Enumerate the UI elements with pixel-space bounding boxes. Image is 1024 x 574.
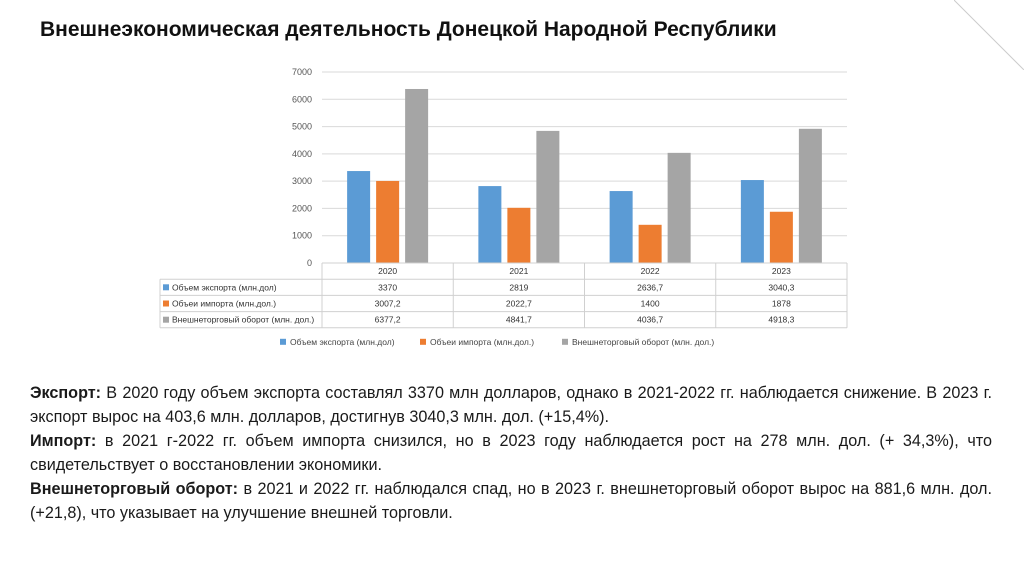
bar-2022-s1: [638, 224, 662, 263]
data-cell: 1400: [641, 299, 660, 309]
table-legend-key: [163, 300, 169, 307]
bar-2022-s2: [667, 152, 691, 263]
category-label: 2023: [772, 266, 791, 276]
series-row-label: Объеи импорта (млн.дол.): [172, 299, 276, 309]
bar-2022-s0: [609, 191, 633, 263]
category-label: 2021: [509, 266, 528, 276]
import-label: Импорт:: [30, 432, 97, 450]
import-paragraph: Импорт: в 2021 г-2022 гг. объем импорта …: [30, 429, 992, 477]
y-tick-label: 3000: [292, 176, 312, 186]
y-tick-label: 0: [307, 258, 312, 268]
data-cell: 3370: [378, 282, 397, 292]
bar-2021-s2: [536, 130, 560, 263]
import-text: в 2021 г-2022 гг. объем импорта снизился…: [30, 432, 992, 474]
data-cell: 6377,2: [375, 315, 401, 325]
data-cell: 4841,7: [506, 315, 532, 325]
y-tick-label: 5000: [292, 122, 312, 132]
legend-label: Объеи импорта (млн.дол.): [430, 337, 534, 347]
bar-2023-s1: [769, 211, 793, 263]
y-tick-label: 7000: [292, 67, 312, 77]
legend-key: [420, 338, 426, 345]
bar-2021-s1: [507, 207, 531, 263]
y-tick-label: 1000: [292, 231, 312, 241]
data-cell: 2819: [509, 282, 528, 292]
data-cell: 1878: [772, 299, 791, 309]
legend-label: Внешнеторговый оборот (млн. дол.): [572, 337, 714, 347]
chart-area: 0 1000 2000 3000 4000 5000 6000 7000 2020 2021 202…: [150, 60, 860, 360]
bar-2023-s0: [740, 180, 764, 263]
bar-2021-s0: [478, 186, 502, 263]
table-legend-key: [163, 284, 169, 291]
data-cell: 4036,7: [637, 315, 663, 325]
y-tick-label: 6000: [292, 94, 312, 104]
description-block: Экспорт: В 2020 году объем экспорта сост…: [30, 381, 992, 525]
category-label: 2022: [641, 266, 660, 276]
slide-title: Внешнеэкономическая деятельность Донецко…: [40, 18, 777, 41]
bar-2020-s1: [376, 180, 400, 263]
data-cell: 3040,3: [768, 282, 794, 292]
bar-2023-s2: [798, 128, 822, 263]
corner-decoration: [954, 0, 1024, 70]
legend-label: Объем экспорта (млн.дол): [290, 337, 395, 347]
export-text: В 2020 году объем экспорта составлял 337…: [30, 384, 992, 426]
turnover-paragraph: Внешнеторговый оборот: в 2021 и 2022 гг.…: [30, 477, 992, 525]
bar-2020-s2: [405, 88, 429, 263]
bar-chart: 0 1000 2000 3000 4000 5000 6000 7000 2020 2021 202…: [159, 67, 848, 347]
table-legend-key: [163, 316, 169, 323]
y-tick-label: 4000: [292, 149, 312, 159]
bar-2020-s0: [347, 171, 371, 263]
data-cell: 2636,7: [637, 282, 663, 292]
data-cell: 3007,2: [375, 299, 401, 309]
data-cell: 4918,3: [768, 315, 794, 325]
turnover-label: Внешнеторговый оборот:: [30, 480, 239, 498]
legend-key: [280, 338, 286, 345]
series-row-label: Объем экспорта (млн.дол): [172, 282, 277, 292]
series-row-label: Внешнеторговый оборот (млн. дол.): [172, 315, 314, 325]
y-tick-label: 2000: [292, 203, 312, 213]
export-label: Экспорт:: [30, 384, 102, 402]
export-paragraph: Экспорт: В 2020 году объем экспорта сост…: [30, 381, 992, 429]
legend-key: [562, 338, 568, 345]
category-label: 2020: [378, 266, 397, 276]
data-cell: 2022,7: [506, 299, 532, 309]
turnover-text: в 2021 и 2022 гг. наблюдался спад, но в …: [30, 480, 992, 522]
